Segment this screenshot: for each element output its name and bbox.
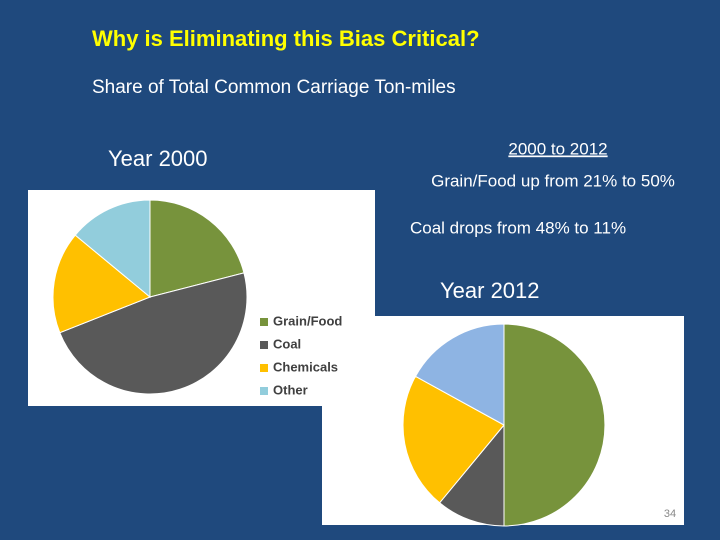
legend-label: Chemicals: [273, 359, 338, 374]
chart-title: Year 2012: [440, 278, 540, 303]
legend-label: Coal: [273, 336, 301, 351]
note: 2000 to 2012: [508, 139, 607, 158]
pie-slice: [74, 199, 151, 299]
page-number: 34: [664, 508, 676, 520]
pie-slice: [59, 272, 248, 395]
legend-swatch: [260, 387, 268, 395]
chart-title: Year 2000: [108, 146, 208, 171]
legend-swatch: [260, 341, 268, 349]
legend-label: Grain/Food: [273, 313, 342, 328]
legend-swatch: [260, 318, 268, 326]
legend-label: Other: [273, 382, 308, 397]
pie-slice: [52, 234, 151, 334]
note: Coal drops from 48% to 11%: [410, 218, 626, 237]
slide-title: Why is Eliminating this Bias Critical?: [92, 26, 480, 51]
pie-slice: [438, 423, 505, 527]
pie-slice: [503, 323, 606, 527]
legend-swatch: [260, 364, 268, 372]
pie-slice: [149, 199, 245, 298]
slide-subtitle: Share of Total Common Carriage Ton-miles: [92, 77, 456, 98]
pie-slice: [402, 375, 505, 504]
pie-slice: [414, 323, 505, 426]
note: Grain/Food up from 21% to 50%: [431, 171, 675, 190]
